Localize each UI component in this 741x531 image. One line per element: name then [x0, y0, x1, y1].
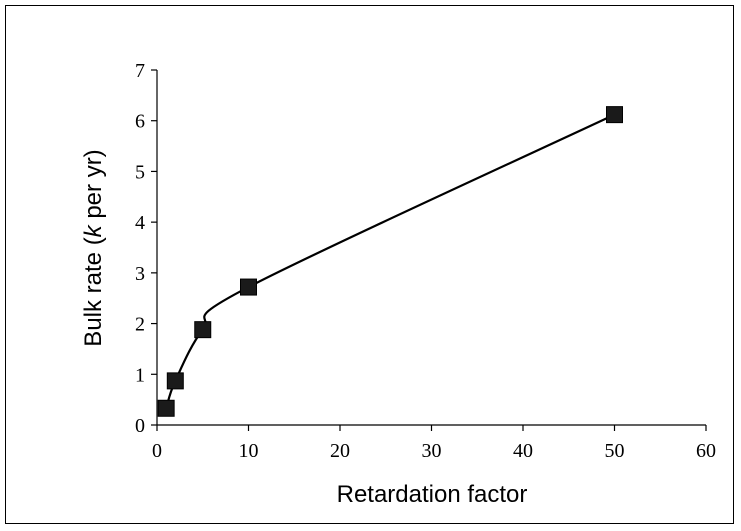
y-axis-title-italic: k — [80, 223, 107, 237]
data-point-marker — [606, 106, 623, 124]
data-point-marker — [166, 372, 184, 390]
data-point-marker — [157, 399, 175, 417]
x-axis-ticks: 0 10 20 30 40 50 60 — [152, 425, 716, 462]
y-axis-ticks: 0 1 2 3 4 5 6 7 — [135, 60, 157, 437]
x-tick-label: 30 — [422, 440, 442, 462]
y-tick-label: 0 — [135, 415, 145, 437]
y-tick-label: 1 — [135, 364, 145, 386]
y-tick-label: 3 — [135, 263, 145, 285]
y-tick-label: 4 — [135, 212, 145, 234]
y-tick-label: 6 — [135, 111, 145, 133]
data-point-marker — [194, 321, 212, 339]
x-tick-label: 20 — [330, 440, 350, 462]
series-line — [165, 113, 615, 409]
x-axis-title: Retardation factor — [337, 481, 528, 508]
x-tick-label: 50 — [605, 440, 625, 462]
y-tick-label: 5 — [135, 161, 145, 183]
y-axis-title-prefix: Bulk rate ( — [80, 237, 107, 346]
y-tick-label: 2 — [135, 314, 145, 336]
axes — [156, 70, 706, 426]
x-tick-label: 40 — [513, 440, 533, 462]
x-tick-label: 0 — [152, 440, 162, 462]
chart-frame — [5, 5, 734, 524]
x-tick-label: 60 — [696, 440, 716, 462]
y-tick-label: 7 — [135, 60, 145, 82]
data-point-marker — [240, 278, 257, 296]
y-axis-title-suffix: per yr) — [80, 149, 107, 225]
plot-area — [157, 106, 623, 417]
x-tick-label: 10 — [239, 440, 259, 462]
y-axis-title: Bulk rate (k per yr) — [80, 149, 107, 346]
